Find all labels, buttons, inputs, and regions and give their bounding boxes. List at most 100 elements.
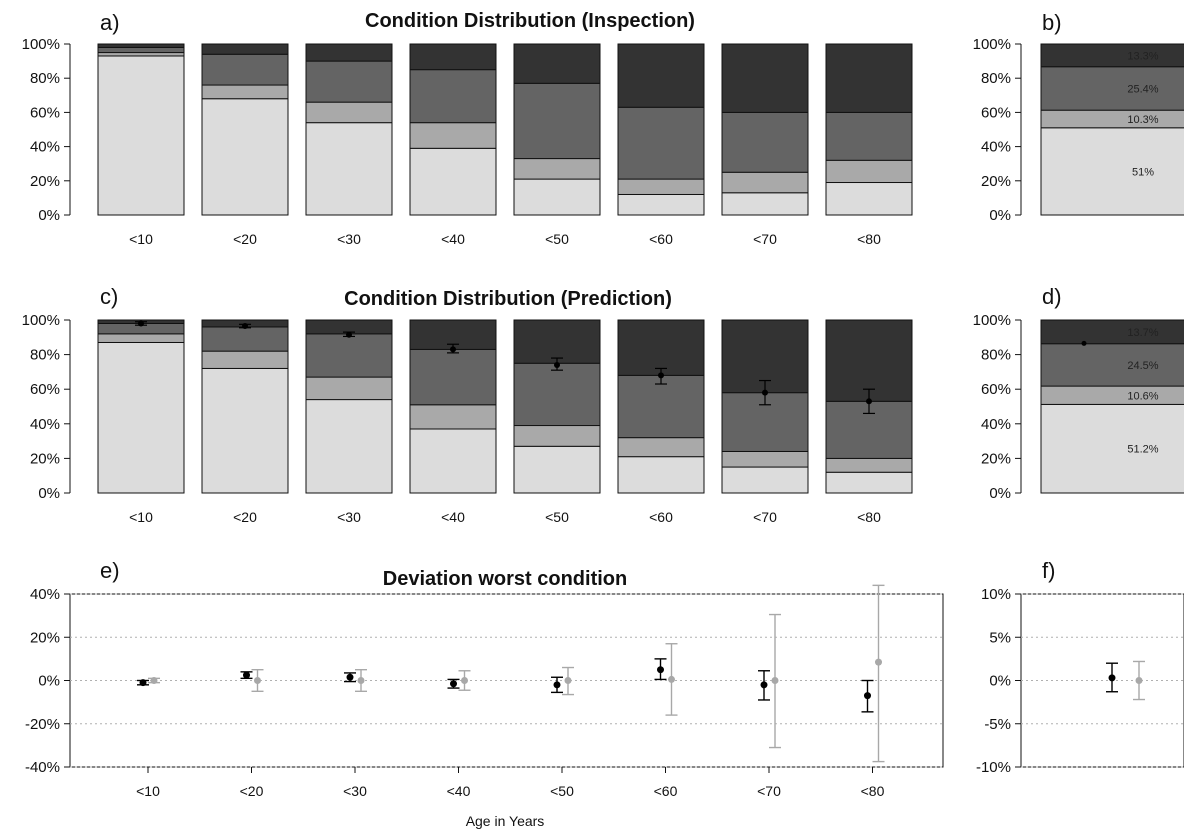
b-panel-label: b) bbox=[1042, 10, 1062, 35]
f-point bbox=[1108, 674, 1116, 682]
a-y-tick-label: 80% bbox=[30, 70, 60, 87]
c-y-tick-label: 40% bbox=[30, 416, 60, 433]
a-bar-segment bbox=[825, 182, 913, 216]
c-bar-segment bbox=[617, 374, 705, 439]
a-bar-segment bbox=[513, 43, 601, 84]
a-bar-segment bbox=[305, 43, 393, 62]
a-x-tick-label: <10 bbox=[129, 231, 153, 247]
c-bar-segment bbox=[409, 428, 497, 494]
e-point bbox=[875, 658, 882, 666]
a-y-tick-label: 40% bbox=[30, 139, 60, 156]
d-y-tick-label: 100% bbox=[973, 312, 1011, 329]
d-panel-label: d) bbox=[1042, 284, 1062, 309]
a-y-tick-label: 20% bbox=[30, 173, 60, 190]
b-segment-label: 51% bbox=[1132, 166, 1154, 178]
e-x-tick-label: <60 bbox=[654, 783, 678, 799]
a-bar-segment bbox=[617, 43, 705, 108]
c-bar-segment bbox=[617, 456, 705, 494]
c-bar-segment bbox=[513, 319, 601, 364]
c-bar-segment bbox=[97, 333, 185, 343]
d-y-tick-label: 60% bbox=[981, 381, 1011, 398]
a-x-tick-label: <20 bbox=[233, 231, 257, 247]
a-bar-segment bbox=[409, 43, 497, 71]
a-x-tick-label: <80 bbox=[857, 231, 881, 247]
b-y-tick-label: 60% bbox=[981, 104, 1011, 121]
e-x-tick-label: <70 bbox=[757, 783, 781, 799]
c-bar-segment bbox=[721, 466, 809, 494]
a-bar-segment bbox=[305, 60, 393, 103]
e-y-tick-label: 0% bbox=[38, 673, 60, 690]
b-bar-segment bbox=[1040, 43, 1184, 68]
b-bar-segment bbox=[1040, 66, 1184, 111]
d-y-tick-label: 20% bbox=[981, 450, 1011, 467]
a-bar-segment bbox=[617, 178, 705, 195]
c-x-tick-label: <80 bbox=[857, 509, 881, 525]
b-y-tick-label: 100% bbox=[973, 36, 1011, 53]
d-segment-label: 51.2% bbox=[1127, 444, 1158, 456]
c-bar-segment bbox=[513, 425, 601, 447]
b-bar-segment bbox=[1040, 127, 1184, 216]
d-segment-label: 24.5% bbox=[1127, 360, 1158, 372]
e-point bbox=[139, 679, 147, 687]
a-y-tick-label: 60% bbox=[30, 104, 60, 121]
c-bar-segment bbox=[825, 471, 913, 494]
b-bar-segment bbox=[1040, 109, 1184, 129]
c-y-tick-label: 100% bbox=[22, 312, 60, 329]
e-point bbox=[450, 680, 457, 688]
a-panel-label: a) bbox=[100, 10, 120, 35]
c-bar-segment bbox=[305, 333, 393, 378]
e-x-tick-label: <40 bbox=[447, 783, 471, 799]
a-bar-segment bbox=[97, 46, 185, 54]
a-bar-segment bbox=[201, 53, 289, 86]
d-y-tick-label: 80% bbox=[981, 347, 1011, 364]
c-bar-segment bbox=[617, 437, 705, 458]
a-bar-segment bbox=[513, 82, 601, 160]
c-x-tick-label: <20 bbox=[233, 509, 257, 525]
a-x-tick-label: <30 bbox=[337, 231, 361, 247]
c-y-tick-label: 20% bbox=[30, 450, 60, 467]
a-x-tick-label: <50 bbox=[545, 231, 569, 247]
a-bar-segment bbox=[201, 98, 289, 216]
a-bar-segment bbox=[721, 171, 809, 194]
c-mean-point bbox=[242, 323, 248, 330]
a-title: Condition Distribution (Inspection) bbox=[365, 10, 695, 32]
c-bar-segment bbox=[201, 367, 289, 494]
c-x-tick-label: <70 bbox=[753, 509, 777, 525]
f-y-tick-label: 10% bbox=[981, 586, 1011, 603]
d-y-tick-label: 40% bbox=[981, 416, 1011, 433]
d-mean-point bbox=[1081, 340, 1087, 346]
e-point bbox=[461, 677, 468, 684]
c-mean-point bbox=[866, 398, 872, 405]
c-bar-segment bbox=[409, 348, 497, 406]
a-x-tick-label: <70 bbox=[753, 231, 777, 247]
f-panel-label: f) bbox=[1042, 558, 1055, 583]
d-bar-segment bbox=[1040, 385, 1184, 405]
e-x-axis-label: Age in Years bbox=[466, 813, 545, 829]
c-x-tick-label: <40 bbox=[441, 509, 465, 525]
a-bar-segment bbox=[305, 101, 393, 124]
c-mean-point bbox=[450, 346, 456, 353]
d-y-tick-label: 0% bbox=[989, 485, 1011, 502]
b-y-tick-label: 0% bbox=[989, 207, 1011, 224]
a-y-tick-label: 0% bbox=[38, 207, 60, 224]
d-bar-segment bbox=[1040, 319, 1184, 345]
a-x-tick-label: <60 bbox=[649, 231, 673, 247]
c-y-tick-label: 60% bbox=[30, 381, 60, 398]
a-bar-segment bbox=[409, 122, 497, 149]
c-bar-segment bbox=[513, 445, 601, 494]
c-bar-segment bbox=[721, 450, 809, 468]
e-y-tick-label: 20% bbox=[30, 629, 60, 646]
e-point bbox=[668, 675, 675, 683]
b-segment-label: 13.3% bbox=[1127, 50, 1158, 62]
c-bar-segment bbox=[617, 319, 705, 376]
a-bar-segment bbox=[825, 159, 913, 184]
e-x-tick-label: <50 bbox=[550, 783, 574, 799]
a-y-tick-label: 100% bbox=[22, 36, 60, 53]
a-bar-segment bbox=[97, 55, 185, 216]
c-mean-point bbox=[554, 361, 560, 368]
f-y-tick-label: 0% bbox=[989, 673, 1011, 690]
f-point bbox=[1135, 677, 1143, 684]
a-bar-segment bbox=[617, 106, 705, 180]
d-segment-label: 10.6% bbox=[1127, 390, 1158, 402]
